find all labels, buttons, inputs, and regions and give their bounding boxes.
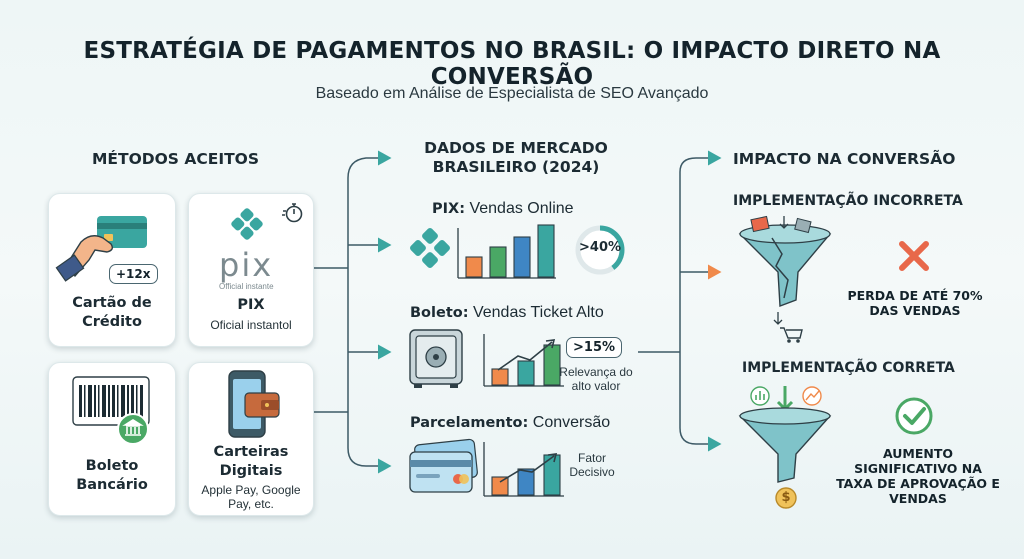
pix-bars-bar-2 (513, 236, 531, 278)
installments-market-rest: Conversão (528, 414, 611, 431)
check-icon (895, 397, 933, 435)
credit-card-hand-icon (55, 216, 147, 282)
boleto-market-bold: Boleto: (410, 305, 469, 321)
wrong-implementation-result: PERDA DE ATÉ 70% DAS VENDAS (847, 288, 983, 318)
barcode-icon (72, 376, 150, 445)
boleto-note: Relevança do alto valor (559, 365, 633, 393)
wrong-implementation-heading: IMPLEMENTAÇÃO INCORRETA (733, 193, 963, 209)
impact-heading: IMPACTO NA CONVERSÃO (733, 150, 956, 168)
pix-share-ring (575, 225, 625, 275)
funnel-icon (738, 386, 832, 509)
boleto-market-rest: Vendas Ticket Alto (468, 304, 604, 321)
installments-market-bold: Parcelamento: (410, 415, 529, 431)
pix-market-chart (410, 224, 625, 279)
coin-symbol: $ (781, 490, 791, 505)
broken-funnel-icon (738, 215, 832, 343)
pix-market-rest: Vendas Online (465, 200, 574, 217)
wallets-method-card: Carteiras Digitais Apple Pay, Google Pay… (188, 362, 314, 516)
phone-wallet-icon (228, 370, 280, 438)
boleto-bars-bar-1 (517, 360, 535, 386)
pix-label: PIX (237, 297, 265, 313)
pix-bars-bar-1 (489, 246, 507, 278)
installments-market-chart (409, 438, 564, 497)
market-heading: DADOS DE MERCADO BRASILEIRO (2024) (424, 139, 608, 176)
page-subtitle: Baseado em Análise de Especialista de SE… (315, 85, 709, 102)
stopwatch-icon (282, 203, 303, 223)
pix-sublabel: Oficial instantol (210, 318, 292, 332)
methods-heading: MÉTODOS ACEITOS (92, 150, 260, 168)
cards-stack-icon (409, 438, 478, 493)
right-implementation-result: AUMENTO SIGNIFICATIVO NA TAXA DE APROVAÇ… (836, 446, 1000, 506)
pix-wordmark: pix (219, 246, 274, 284)
boleto-market-chart (409, 329, 564, 388)
cross-icon (899, 241, 929, 271)
pix-bars-bar-0 (465, 256, 483, 278)
page-title: ESTRATÉGIA DE PAGAMENTOS NO BRASIL: O IM… (83, 38, 941, 90)
pix-method-card: pix Official instante PIX Oficial instan… (188, 193, 314, 347)
right-implementation-heading: IMPLEMENTAÇÃO CORRETA (742, 360, 955, 376)
pix-market-title: PIX: Vendas Online (432, 200, 574, 218)
pix-logo-icon (231, 208, 263, 240)
parc-bars-bar-0 (491, 476, 509, 496)
installments-note: Fator Decisivo (569, 451, 615, 479)
boleto-method-card: Boleto Bancário (48, 362, 176, 516)
wallets-label: Carteiras Digitais (213, 444, 289, 479)
installments-market-title: Parcelamento: Conversão (410, 414, 610, 432)
pix-bars-bar-3 (537, 224, 555, 278)
credit-card-method-card: +12x Cartão de Crédito (48, 193, 176, 347)
credit-card-label: Cartão de Crédito (72, 295, 152, 330)
wallets-sublabel: Apple Pay, Google Pay, etc. (201, 483, 301, 511)
installments-badge: +12x (109, 264, 158, 284)
parc-bars-bar-1 (517, 468, 535, 496)
safe-icon (409, 329, 463, 388)
boleto-market-title: Boleto: Vendas Ticket Alto (410, 304, 604, 322)
pix-wordmark-sub: Official instante (219, 282, 274, 291)
boleto-label: Boleto Bancário (76, 458, 148, 493)
pix-market-bold: PIX: (432, 201, 466, 217)
pix-logo-small-icon (410, 228, 450, 268)
boleto-bars-bar-0 (491, 368, 509, 386)
pix-share-stat: >40% (579, 240, 622, 255)
boleto-share-stat: >15% (566, 337, 623, 358)
